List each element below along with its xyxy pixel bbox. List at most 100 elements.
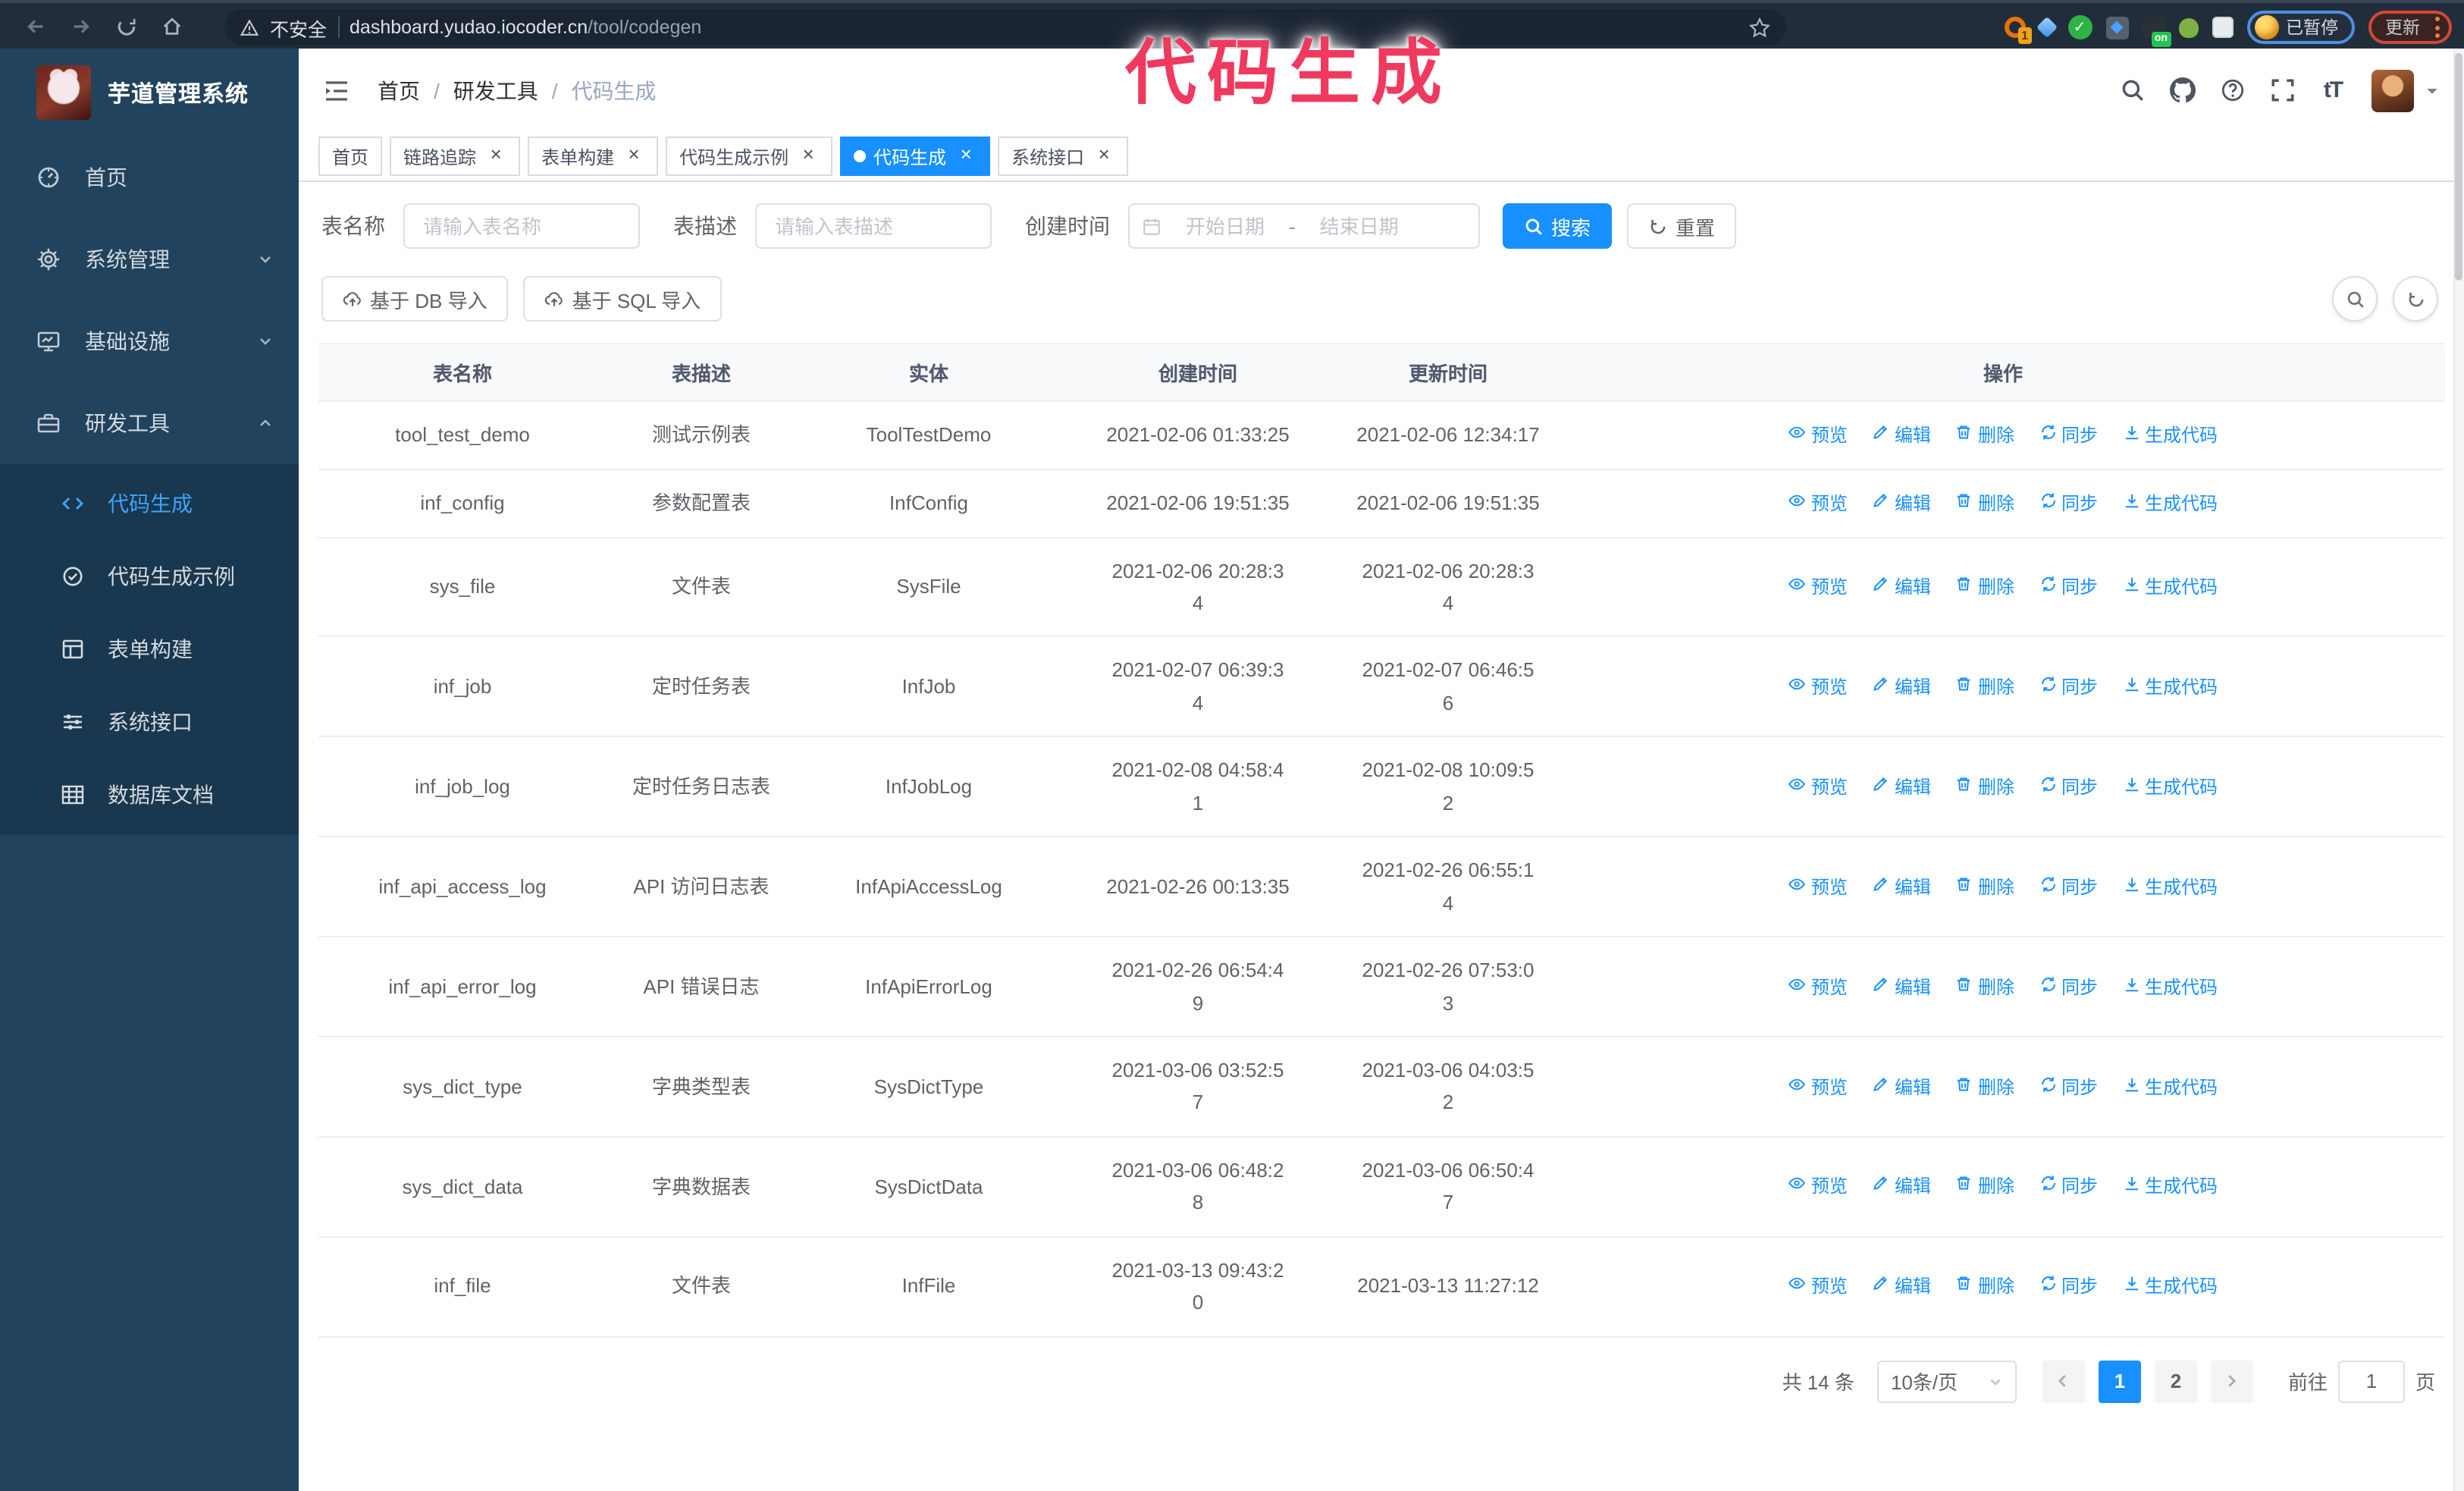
page-button-2[interactable]: 2 — [2154, 1360, 2197, 1403]
table-desc-input[interactable] — [755, 203, 992, 249]
table-name-input[interactable] — [403, 203, 640, 249]
sidebar-subitem-3[interactable]: 系统接口 — [0, 686, 299, 758]
browser-home-icon[interactable] — [155, 9, 188, 42]
generate-code-link[interactable]: 生成代码 — [2122, 973, 2218, 1003]
bookmark-star-icon[interactable] — [1748, 16, 1771, 39]
tab-3[interactable]: 代码生成示例 × — [666, 137, 833, 176]
sync-link[interactable]: 同步 — [2039, 673, 2098, 704]
toggle-search-icon[interactable] — [2332, 276, 2378, 322]
preview-link[interactable]: 预览 — [1788, 874, 1848, 904]
search-icon[interactable] — [2109, 66, 2156, 115]
next-page-button[interactable] — [2210, 1360, 2253, 1403]
end-date-input[interactable] — [1301, 213, 1417, 239]
generate-code-link[interactable]: 生成代码 — [2122, 1073, 2218, 1103]
preview-link[interactable]: 预览 — [1788, 573, 1848, 604]
preview-link[interactable]: 预览 — [1788, 973, 1848, 1003]
generate-code-link[interactable]: 生成代码 — [2122, 673, 2218, 704]
preview-link[interactable]: 预览 — [1788, 422, 1848, 452]
help-icon[interactable] — [2209, 66, 2256, 115]
sidebar-subitem-1[interactable]: 代码生成示例 — [0, 540, 299, 613]
sync-link[interactable]: 同步 — [2039, 973, 2098, 1003]
paused-extension-badge[interactable]: 已暂停 — [2246, 11, 2355, 44]
tab-4[interactable]: 代码生成 × — [840, 137, 991, 176]
sidebar-subitem-2[interactable]: 表单构建 — [0, 613, 299, 686]
tab-2[interactable]: 表单构建 × — [528, 137, 659, 176]
page-size-select[interactable]: 10条/页 — [1876, 1360, 2017, 1403]
font-size-icon[interactable]: tT — [2323, 77, 2343, 103]
preview-link[interactable]: 预览 — [1788, 1273, 1848, 1304]
sidebar-toggle-icon[interactable] — [321, 75, 352, 105]
close-icon[interactable]: × — [1098, 143, 1110, 165]
browser-address-bar[interactable]: 不安全 dashboard.yudao.iocoder.cn/tool/code… — [224, 9, 1786, 46]
fullscreen-icon[interactable] — [2259, 66, 2306, 115]
tab-5[interactable]: 系统接口 × — [998, 137, 1129, 176]
preview-link[interactable]: 预览 — [1788, 1173, 1848, 1204]
edit-link[interactable]: 编辑 — [1872, 973, 1931, 1003]
close-icon[interactable]: × — [490, 143, 502, 165]
edit-link[interactable]: 编辑 — [1872, 422, 1931, 452]
extension-gem-icon[interactable] — [2035, 16, 2058, 39]
sidebar-item-3[interactable]: 研发工具 — [0, 382, 299, 464]
sync-link[interactable]: 同步 — [2039, 774, 2098, 804]
delete-link[interactable]: 删除 — [1955, 1273, 2014, 1304]
generate-code-link[interactable]: 生成代码 — [2122, 490, 2218, 520]
search-button[interactable]: 搜索 — [1503, 203, 1613, 249]
browser-back-icon[interactable] — [18, 9, 52, 42]
breadcrumb-home[interactable]: 首页 — [378, 78, 420, 102]
preview-link[interactable]: 预览 — [1788, 1073, 1848, 1103]
create-time-range-picker[interactable]: - — [1128, 203, 1480, 249]
delete-link[interactable]: 删除 — [1955, 422, 2014, 452]
scrollbar-thumb[interactable] — [2455, 53, 2462, 281]
app-logo[interactable]: 芋道管理系统 — [0, 49, 299, 137]
page-scrollbar[interactable] — [2453, 49, 2464, 1491]
sync-link[interactable]: 同步 — [2039, 422, 2098, 452]
close-icon[interactable]: × — [960, 143, 972, 165]
sidebar-item-0[interactable]: 首页 — [0, 137, 299, 218]
sidebar-subitem-0[interactable]: 代码生成 — [0, 467, 299, 540]
user-avatar[interactable] — [2372, 69, 2414, 111]
sync-link[interactable]: 同步 — [2039, 1273, 2098, 1304]
extension-key-icon[interactable] — [2178, 17, 2198, 37]
start-date-input[interactable] — [1168, 213, 1283, 239]
reset-button[interactable]: 重置 — [1627, 203, 1737, 249]
sidebar-item-1[interactable]: 系统管理 — [0, 218, 299, 300]
preview-link[interactable]: 预览 — [1788, 774, 1848, 804]
browser-reload-icon[interactable] — [109, 9, 143, 42]
delete-link[interactable]: 删除 — [1955, 490, 2014, 520]
sync-link[interactable]: 同步 — [2039, 573, 2098, 604]
close-icon[interactable]: × — [628, 143, 640, 165]
delete-link[interactable]: 删除 — [1955, 673, 2014, 704]
prev-page-button[interactable] — [2042, 1360, 2085, 1403]
delete-link[interactable]: 删除 — [1955, 1173, 2014, 1204]
generate-code-link[interactable]: 生成代码 — [2122, 774, 2218, 804]
sync-link[interactable]: 同步 — [2039, 1073, 2098, 1103]
refresh-table-icon[interactable] — [2393, 276, 2438, 322]
delete-link[interactable]: 删除 — [1955, 874, 2014, 904]
sidebar-subitem-4[interactable]: 数据库文档 — [0, 758, 299, 831]
close-icon[interactable]: × — [802, 143, 814, 165]
browser-update-button[interactable]: 更新 — [2368, 11, 2452, 44]
delete-link[interactable]: 删除 — [1955, 573, 2014, 604]
sidebar-item-2[interactable]: 基础设施 — [0, 300, 299, 382]
edit-link[interactable]: 编辑 — [1872, 1273, 1931, 1304]
edit-link[interactable]: 编辑 — [1872, 490, 1931, 520]
breadcrumb-dev-tools[interactable]: 研发工具 — [453, 78, 538, 102]
goto-page-input[interactable] — [2337, 1360, 2405, 1403]
edit-link[interactable]: 编辑 — [1872, 1173, 1931, 1204]
edit-link[interactable]: 编辑 — [1872, 673, 1931, 704]
avatar-caret-down-icon[interactable] — [2423, 81, 2441, 99]
generate-code-link[interactable]: 生成代码 — [2122, 1173, 2218, 1204]
generate-code-link[interactable]: 生成代码 — [2122, 1273, 2218, 1304]
tab-0[interactable]: 首页 — [318, 137, 383, 176]
edit-link[interactable]: 编辑 — [1872, 774, 1931, 804]
import-db-button[interactable]: 基于 DB 导入 — [321, 276, 509, 322]
extension-dark-on-icon[interactable]: on — [2142, 16, 2171, 46]
import-sql-button[interactable]: 基于 SQL 导入 — [523, 276, 723, 322]
extension-panel-icon[interactable] — [2105, 16, 2128, 39]
generate-code-link[interactable]: 生成代码 — [2122, 422, 2218, 452]
sync-link[interactable]: 同步 — [2039, 490, 2098, 520]
github-icon[interactable] — [2159, 66, 2206, 115]
preview-link[interactable]: 预览 — [1788, 490, 1848, 520]
preview-link[interactable]: 预览 — [1788, 673, 1848, 704]
page-button-1[interactable]: 1 — [2098, 1360, 2141, 1403]
